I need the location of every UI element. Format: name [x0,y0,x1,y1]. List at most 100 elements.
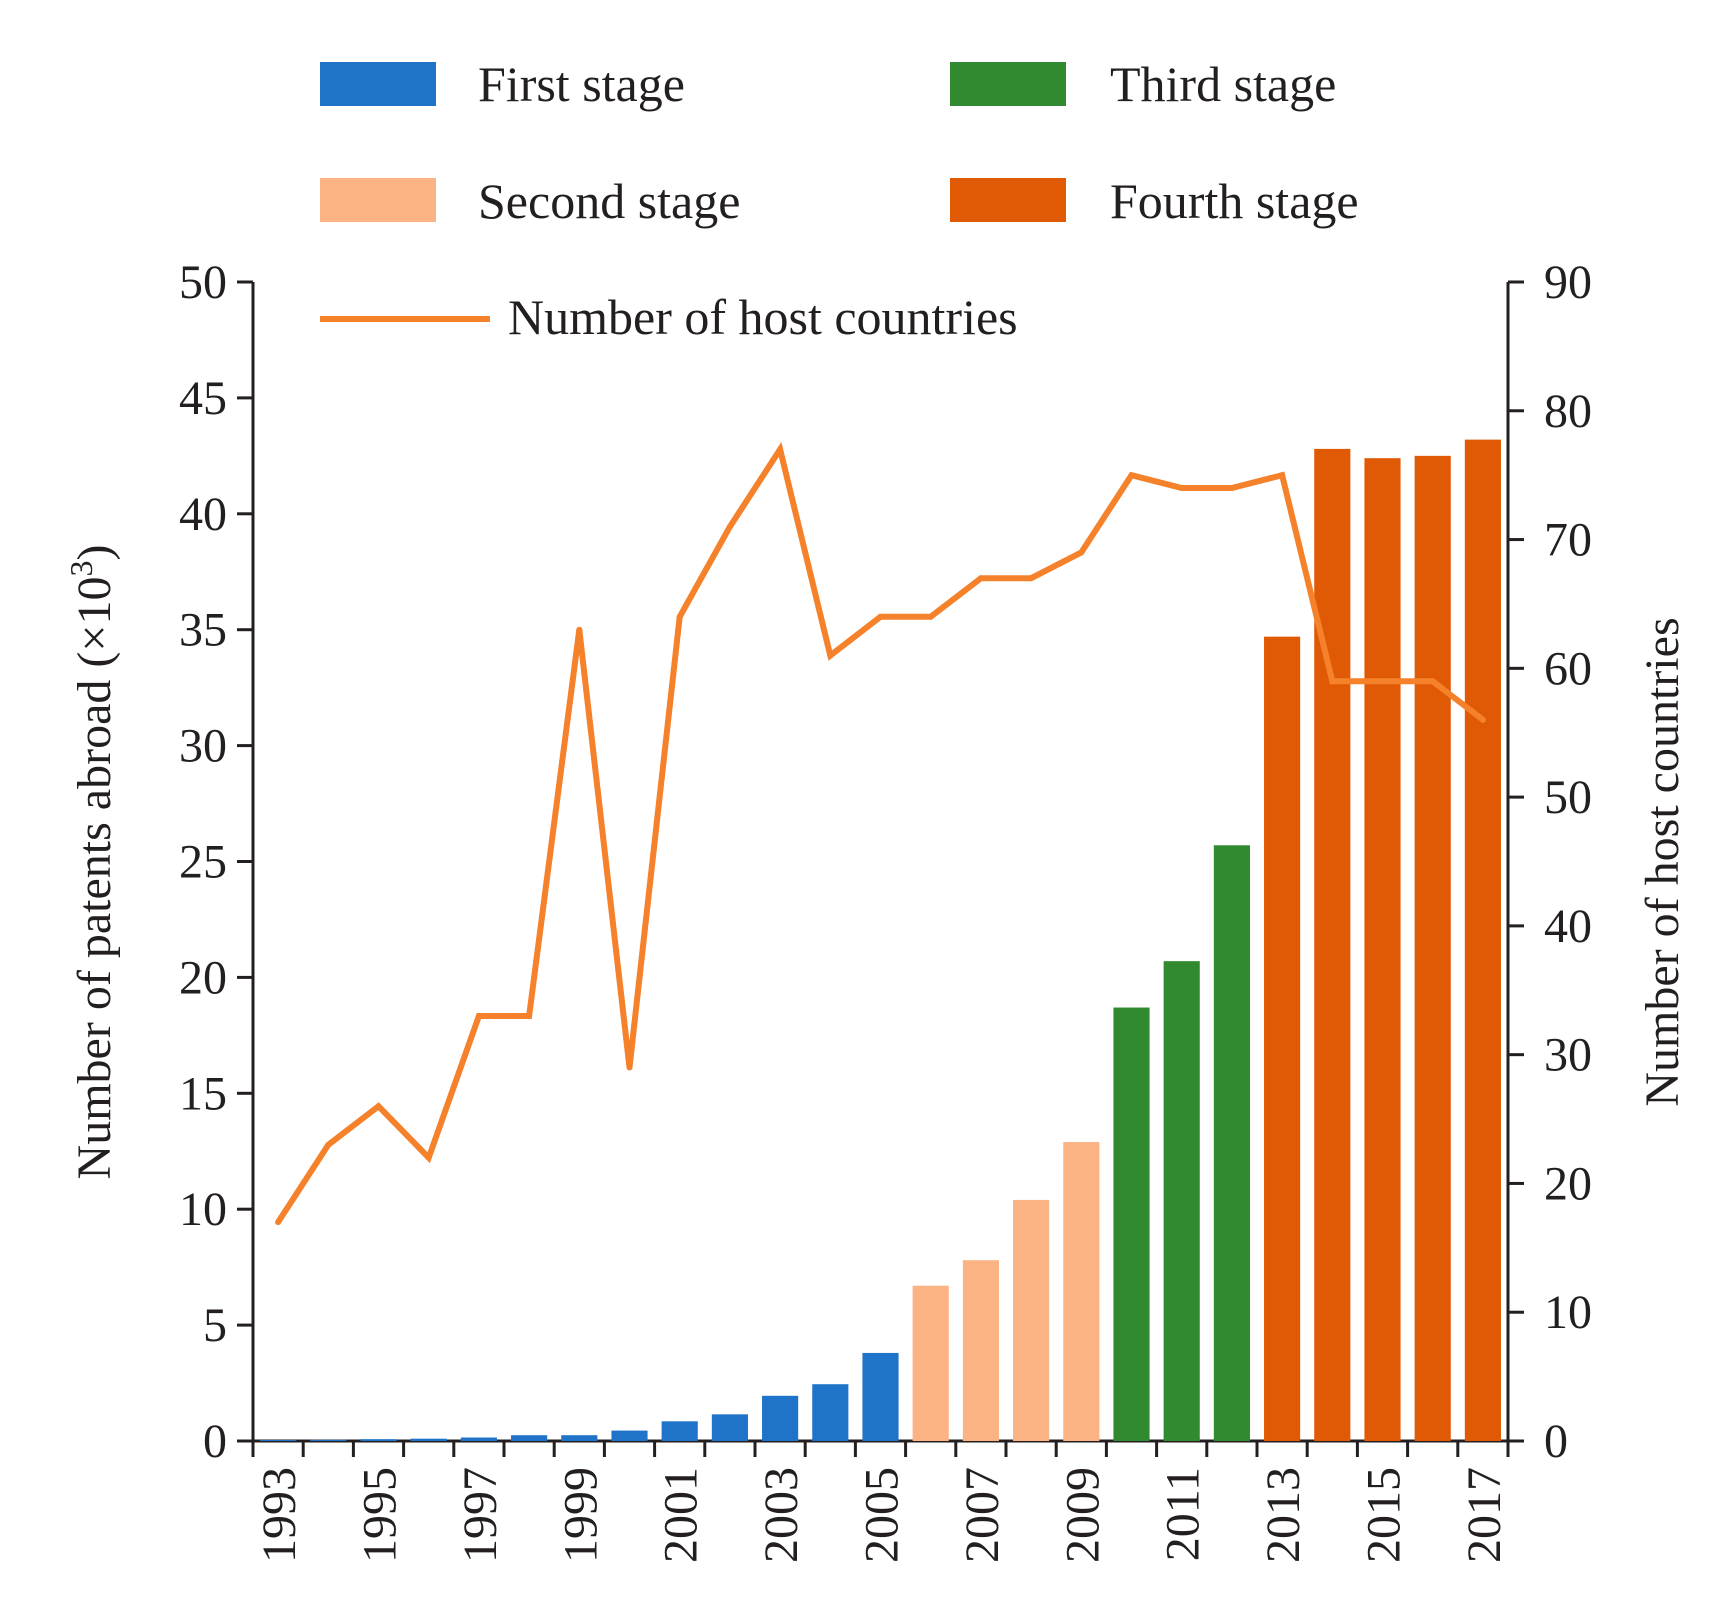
bar-2015 [1364,458,1401,1442]
x-axis-ticks: 1993 1995 1997 1999 2001 2003 2005 2007 2009 2011… [251,1441,1511,1563]
bar-2000 [611,1430,648,1441]
left-tick-label: 20 [179,951,227,1004]
host-countries-point-2014 [1329,678,1336,685]
x-tick-label: 2011 [1157,1467,1210,1561]
left-tick-label: 10 [179,1183,227,1236]
host-countries-point-2005 [877,613,884,620]
x-tick-label: 2001 [655,1467,708,1563]
legend-label-third-stage: Third stage [1110,56,1336,112]
host-countries-point-1995 [375,1103,382,1110]
right-tick-label: 20 [1544,1157,1592,1210]
left-tick-label: 40 [179,488,227,541]
legend-swatch-first-stage [320,62,436,106]
right-tick-label: 30 [1544,1029,1592,1082]
bar-2005 [862,1352,899,1441]
bar-2001 [661,1421,698,1441]
legend-swatch-third-stage [950,62,1066,106]
host-countries-point-2001 [676,613,683,620]
x-tick-label: 2003 [755,1467,808,1563]
host-countries-point-2006 [927,613,934,620]
bar-2004 [812,1384,849,1441]
host-countries-point-2012 [1228,485,1235,492]
x-tick-label: 2007 [956,1467,1009,1563]
host-countries-point-1996 [425,1154,432,1161]
host-countries-point-2016 [1429,678,1436,685]
host-countries-point-2004 [827,652,834,659]
legend-label-fourth-stage: Fourth stage [1110,173,1359,229]
right-tick-label: 50 [1544,771,1592,824]
right-tick-label: 60 [1544,642,1592,695]
x-tick-label: 1997 [454,1467,507,1563]
bar-2008 [1013,1199,1050,1441]
host-countries-point-1999 [576,626,583,633]
x-tick-label: 2015 [1358,1467,1411,1563]
x-tick-label: 2017 [1458,1467,1511,1563]
legend-label-first-stage: First stage [478,56,685,112]
host-countries-point-2013 [1279,472,1286,479]
bar-1997 [460,1437,497,1441]
bar-1993 [260,1440,297,1441]
bar-2012 [1213,845,1250,1441]
right-tick-label: 0 [1544,1415,1568,1468]
bars [260,439,1501,1442]
x-tick-label: 2013 [1257,1467,1310,1563]
bar-1995 [360,1439,397,1441]
bar-1999 [561,1435,598,1441]
right-y-axis-ticks: 0 10 20 30 40 50 60 70 80 90 [1508,256,1592,1468]
right-tick-label: 80 [1544,385,1592,438]
left-tick-label: 45 [179,372,227,425]
bar-2002 [711,1414,748,1441]
bar-1994 [310,1439,347,1441]
bar-2009 [1063,1141,1100,1441]
host-countries-point-1997 [475,1013,482,1020]
bar-2010 [1113,1007,1150,1441]
bar-2017 [1464,439,1501,1441]
legend-label-second-stage: Second stage [478,173,740,229]
right-tick-label: 10 [1544,1286,1592,1339]
x-tick-label: 2005 [856,1467,909,1563]
host-countries-point-2002 [726,523,733,530]
host-countries-point-2007 [977,575,984,582]
host-countries-line-series [275,441,1486,1226]
left-tick-label: 15 [179,1067,227,1120]
host-countries-point-2010 [1128,472,1135,479]
left-tick-label: 5 [203,1299,227,1352]
left-y-axis-title: Number of patents abroad (×103) [63,545,121,1180]
legend-swatch-second-stage [320,178,436,222]
bar-2014 [1314,448,1351,1441]
bar-2006 [912,1285,949,1441]
left-tick-label: 25 [179,836,227,889]
right-tick-label: 70 [1544,514,1592,567]
bar-1998 [511,1435,548,1441]
host-countries-point-2000 [626,1064,633,1071]
bar-2011 [1163,961,1200,1441]
left-tick-label: 30 [179,720,227,773]
host-countries-point-2011 [1178,485,1185,492]
right-y-axis-title: Number of host countries [1636,617,1689,1106]
x-tick-label: 1995 [354,1467,407,1563]
host-countries-point-1998 [526,1013,533,1020]
legend: First stage Third stage Second stage Fou… [320,56,1359,345]
left-tick-label: 0 [203,1415,227,1468]
bar-2007 [962,1260,999,1441]
host-countries-point-2015 [1379,678,1386,685]
x-tick-label: 1999 [554,1467,607,1563]
host-countries-point-2009 [1078,549,1085,556]
bar-1996 [410,1438,447,1441]
x-tick-label: 1993 [253,1467,306,1563]
bar-2003 [762,1395,799,1441]
host-countries-point-2008 [1028,575,1035,582]
left-tick-label: 50 [179,256,227,309]
host-countries-line [275,441,1485,1224]
x-tick-label: 2009 [1056,1467,1109,1563]
left-tick-label: 35 [179,604,227,657]
right-tick-label: 40 [1544,900,1592,953]
bar-2016 [1414,455,1451,1442]
host-countries-point-2003 [777,446,784,453]
left-y-axis-ticks: 0 5 10 15 20 25 30 35 40 45 50 [179,256,253,1468]
host-countries-point-1993 [275,1219,282,1226]
legend-label-host-countries: Number of host countries [508,289,1018,345]
right-tick-label: 90 [1544,256,1592,309]
legend-swatch-fourth-stage [950,178,1066,222]
